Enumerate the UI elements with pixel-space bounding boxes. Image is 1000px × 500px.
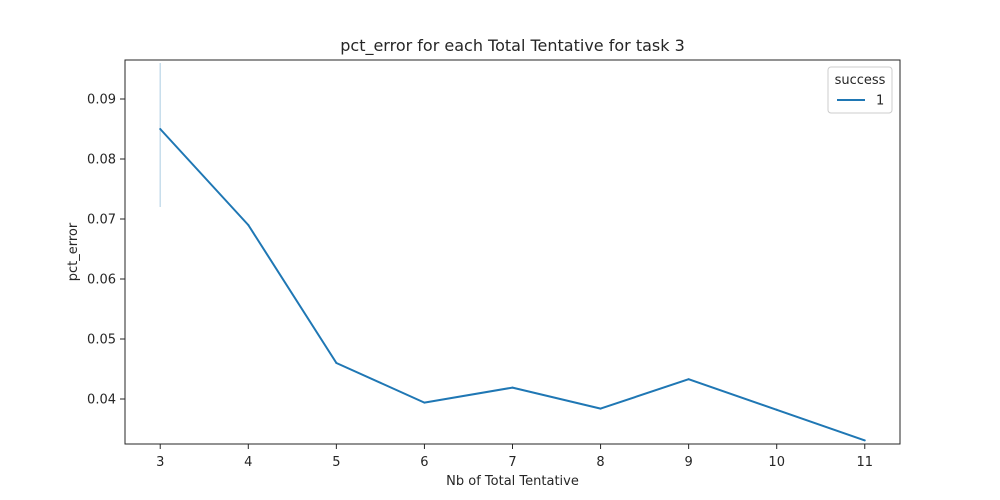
- legend-entry-label: 1: [876, 94, 884, 109]
- data-point: [863, 439, 866, 442]
- data-point: [335, 362, 338, 364]
- y-tick-label: 0.04: [87, 393, 116, 408]
- y-axis-label: pct_error: [66, 222, 81, 281]
- x-tick-label: 9: [684, 455, 692, 470]
- plot-area: [159, 63, 866, 442]
- x-tick-label: 7: [508, 455, 516, 470]
- y-tick-label: 0.09: [87, 93, 116, 108]
- x-axis-label: Nb of Total Tentative: [446, 474, 579, 489]
- x-tick-label: 5: [332, 455, 340, 470]
- x-axis: 3 4 5 6 7 8 9 10 11: [156, 444, 873, 470]
- x-tick-label: 10: [768, 455, 785, 470]
- legend-title: success: [835, 73, 886, 88]
- data-point: [775, 408, 778, 411]
- legend: success 1: [827, 66, 893, 114]
- y-tick-label: 0.05: [87, 333, 116, 348]
- data-point: [423, 401, 426, 404]
- x-tick-label: 4: [244, 455, 252, 470]
- y-tick-label: 0.06: [87, 273, 116, 288]
- data-point: [247, 224, 250, 226]
- legend-box: [827, 66, 893, 114]
- x-tick-label: 6: [420, 455, 428, 470]
- data-point: [511, 386, 514, 389]
- x-tick-label: 11: [856, 455, 873, 470]
- chart-title: pct_error for each Total Tentative for t…: [340, 36, 685, 56]
- data-point: [599, 407, 602, 410]
- data-point: [687, 378, 690, 381]
- data-point: [159, 128, 162, 130]
- y-tick-label: 0.08: [87, 153, 116, 168]
- x-tick-label: 3: [156, 455, 164, 470]
- x-tick-label: 8: [596, 455, 604, 470]
- y-tick-label: 0.07: [87, 213, 116, 228]
- series-line: [159, 128, 866, 442]
- plot-frame: [124, 59, 901, 445]
- y-axis: 0.04 0.05 0.06 0.07 0.08 0.09: [87, 93, 125, 408]
